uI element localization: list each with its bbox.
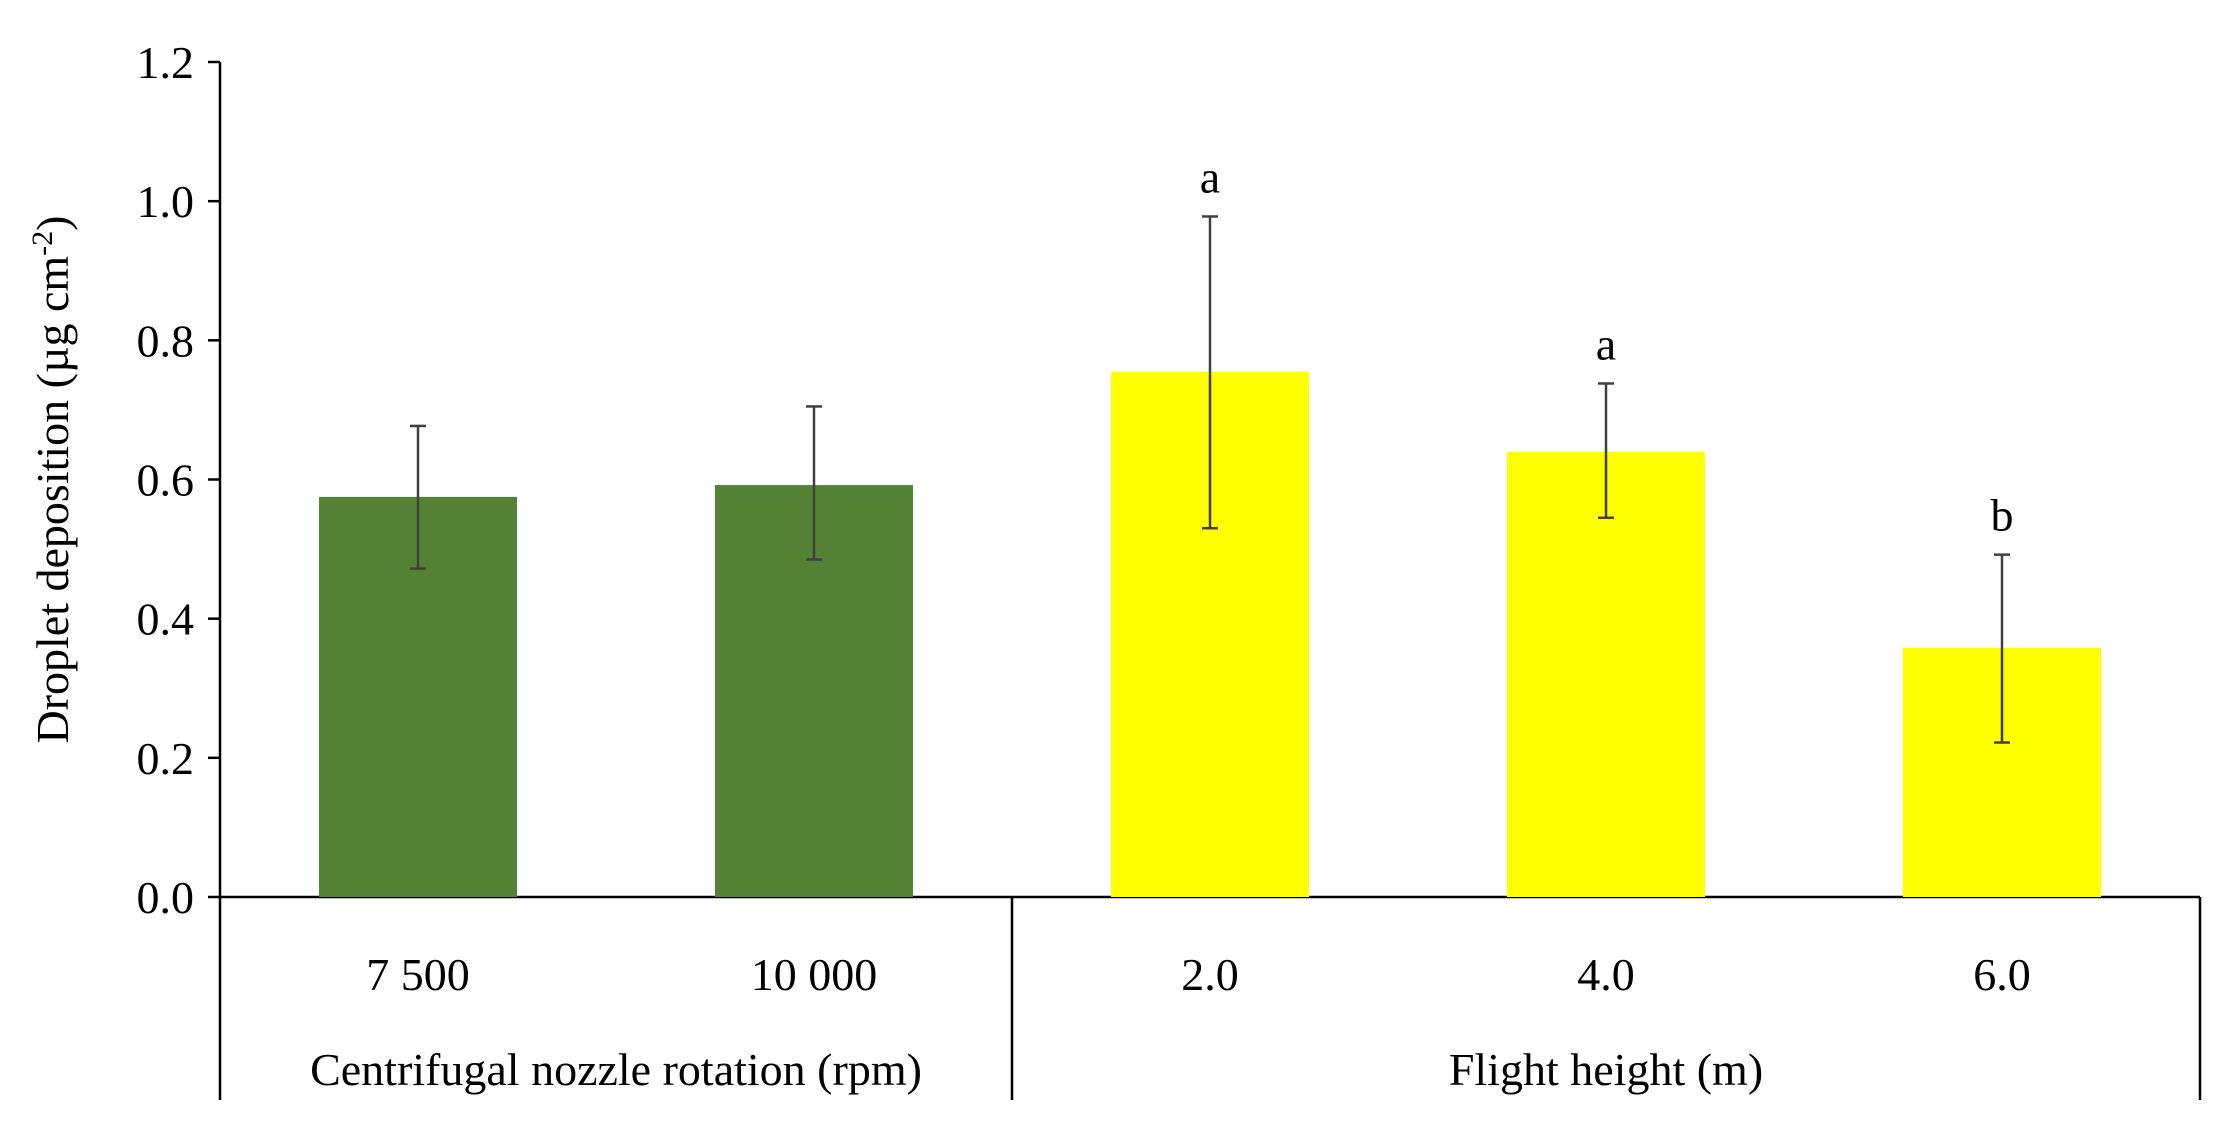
y-tick-label: 1.2 — [137, 37, 195, 88]
error-bars — [410, 215, 2010, 744]
group-label: Centrifugal nozzle rotation (rpm) — [310, 1044, 922, 1095]
category-label: 4.0 — [1577, 949, 1635, 1000]
significance-letter: a — [1596, 318, 1616, 369]
category-label: 7 500 — [366, 949, 470, 1000]
y-axis-title-superscript: -2 — [26, 231, 59, 256]
category-labels: 7 500 10 000 2.0 4.0 6.0 — [366, 949, 2031, 1000]
significance-letter: b — [1991, 490, 2014, 541]
y-tick-label: 0.8 — [137, 315, 195, 366]
bar — [1507, 451, 1705, 897]
significance-letter: a — [1200, 151, 1220, 202]
y-axis-title-close: ) — [27, 215, 78, 230]
significance-labels: a a b — [1200, 151, 2014, 540]
category-label: 6.0 — [1973, 949, 2031, 1000]
y-tick-label: 0.2 — [137, 733, 195, 784]
y-tick-label: 1.0 — [137, 176, 195, 227]
y-axis-ticks: 0.0 0.2 0.4 0.6 0.8 1.0 1.2 — [137, 37, 220, 923]
bars — [319, 371, 2101, 897]
group-labels: Centrifugal nozzle rotation (rpm) Flight … — [310, 1044, 1763, 1095]
y-axis-title: Droplet deposition (µg cm-2) — [26, 215, 79, 743]
y-axis-title-main: Droplet deposition (µg cm — [27, 256, 78, 744]
category-label: 10 000 — [751, 949, 878, 1000]
y-axis-title-text: Droplet deposition (µg cm-2) — [26, 215, 79, 743]
y-tick-label: 0.4 — [137, 594, 195, 645]
category-label: 2.0 — [1181, 949, 1239, 1000]
y-tick-label: 0.0 — [137, 872, 195, 923]
y-tick-label: 0.6 — [137, 455, 195, 506]
group-label: Flight height (m) — [1449, 1044, 1763, 1095]
